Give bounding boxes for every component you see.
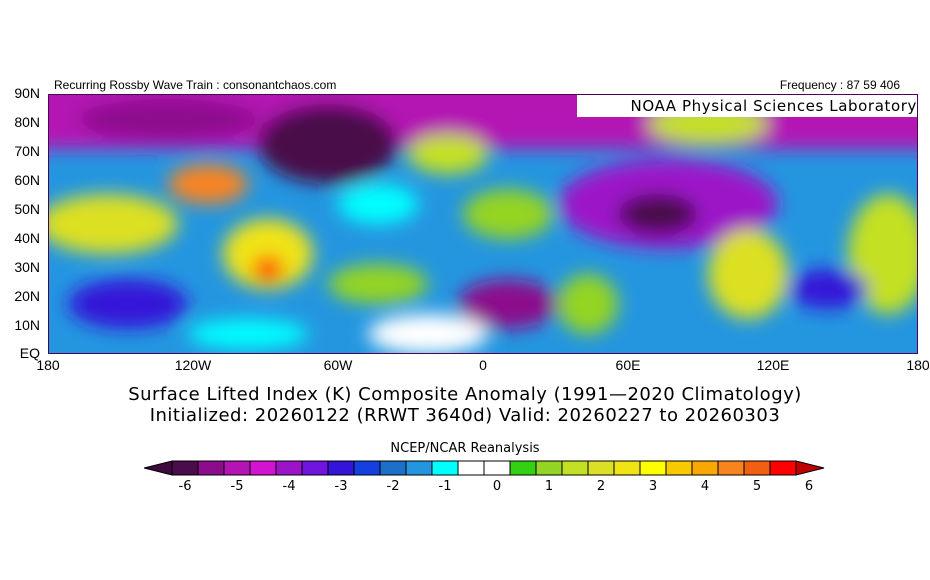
- lon-label: 0: [479, 357, 487, 373]
- title-line-2: Initialized: 20260122 (RRWT 3640d) Valid…: [149, 405, 781, 426]
- colorbar-swatch: [535, 460, 563, 476]
- lon-label: 180: [36, 357, 60, 373]
- colorbar-swatch: [665, 460, 693, 476]
- colorbar-tick-label: -4: [282, 479, 296, 494]
- colorbar: [144, 460, 825, 476]
- colorbar-tick-label: -1: [438, 479, 452, 494]
- colorbar-tick-label: -6: [178, 479, 192, 494]
- lat-label: 10N: [14, 317, 40, 333]
- colorbar-swatch: [431, 460, 459, 476]
- colorbar-swatch: [327, 460, 355, 476]
- lat-label: 70N: [14, 143, 40, 159]
- colorbar-swatch: [223, 460, 251, 476]
- colorbar-tick-label: 1: [544, 479, 554, 494]
- colorbar-label: NCEP/NCAR Reanalysis: [390, 441, 540, 456]
- colorbar-swatch: [613, 460, 641, 476]
- colorbar-swatch: [717, 460, 745, 476]
- colorbar-swatch: [353, 460, 381, 476]
- colorbar-tick-label: 0: [492, 479, 502, 494]
- colorbar-swatch: [249, 460, 277, 476]
- colorbar-swatch: [691, 460, 719, 476]
- lon-label: 120E: [756, 357, 790, 373]
- colorbar-swatch: [275, 460, 303, 476]
- lat-label: EQ: [19, 345, 40, 361]
- colorbar-swatch: [769, 460, 797, 476]
- colorbar-tick-label: 3: [648, 479, 658, 494]
- lat-label: 80N: [14, 114, 40, 130]
- colorbar-swatch: [743, 460, 771, 476]
- colorbar-tick-label: -2: [386, 479, 400, 494]
- lat-label: 50N: [14, 201, 40, 217]
- lat-label: 60N: [14, 172, 40, 188]
- lat-label: 20N: [14, 288, 40, 304]
- colorbar-tick-label: 2: [596, 479, 606, 494]
- colorbar-tick-label: 5: [752, 479, 762, 494]
- colorbar-tick-label: 4: [700, 479, 710, 494]
- source-label: Recurring Rossby Wave Train : consonantc…: [54, 78, 337, 92]
- colorbar-swatch: [639, 460, 667, 476]
- lon-label: 180: [906, 357, 930, 373]
- colorbar-swatch: [405, 460, 433, 476]
- credit-label: NOAA Physical Sciences Laboratory: [577, 95, 917, 117]
- colorbar-tick-label: -3: [334, 479, 348, 494]
- colorbar-tick-label: 6: [804, 479, 814, 494]
- colorbar-swatch: [509, 460, 537, 476]
- lat-label: 30N: [14, 259, 40, 275]
- lon-label: 120W: [174, 357, 212, 373]
- colorbar-over-triangle: [795, 460, 825, 476]
- lat-label: 90N: [14, 85, 40, 101]
- colorbar-swatch: [587, 460, 615, 476]
- colorbar-swatch: [457, 460, 485, 476]
- colorbar-swatch: [379, 460, 407, 476]
- colorbar-swatch: [483, 460, 511, 476]
- lon-label: 60E: [615, 357, 641, 373]
- frequency-label: Frequency : 87 59 406: [779, 78, 900, 92]
- lat-label: 40N: [14, 230, 40, 246]
- colorbar-swatch: [197, 460, 225, 476]
- colorbar-swatch: [561, 460, 589, 476]
- colorbar-swatch: [301, 460, 329, 476]
- lon-label: 60W: [323, 357, 353, 373]
- colorbar-swatch: [171, 460, 199, 476]
- colorbar-under-triangle: [144, 460, 173, 476]
- title-line-1: Surface Lifted Index (K) Composite Anoma…: [128, 384, 802, 405]
- colorbar-tick-label: -5: [230, 479, 244, 494]
- anomaly-map: [48, 94, 918, 354]
